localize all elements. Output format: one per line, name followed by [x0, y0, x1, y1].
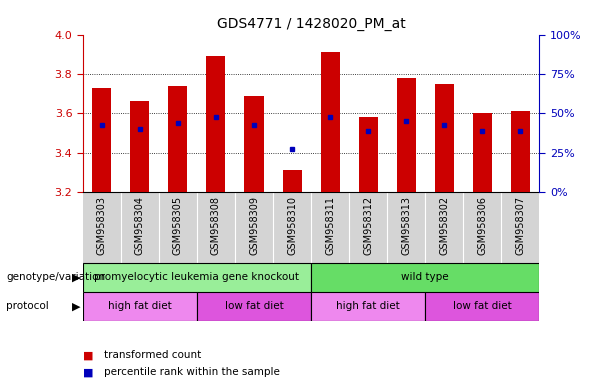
Bar [169, 86, 188, 192]
Bar [93, 88, 112, 192]
Text: GSM958305: GSM958305 [173, 195, 183, 255]
Bar [197, 292, 311, 321]
Bar [207, 56, 226, 192]
Bar [283, 170, 302, 192]
Text: GSM958312: GSM958312 [363, 195, 373, 255]
Text: GSM958309: GSM958309 [249, 195, 259, 255]
Text: high fat diet: high fat diet [108, 301, 172, 311]
Bar [311, 263, 539, 292]
Text: GSM958310: GSM958310 [287, 195, 297, 255]
Bar [245, 96, 264, 192]
Text: GSM958303: GSM958303 [97, 195, 107, 255]
Bar [83, 263, 311, 292]
Text: ▶: ▶ [72, 272, 81, 283]
Bar [83, 292, 197, 321]
Text: GSM958308: GSM958308 [211, 195, 221, 255]
Text: GSM958302: GSM958302 [440, 195, 449, 255]
Bar [425, 292, 539, 321]
Text: low fat diet: low fat diet [453, 301, 512, 311]
Text: ■: ■ [83, 350, 93, 360]
Text: wild type: wild type [402, 272, 449, 283]
Text: GSM958306: GSM958306 [478, 195, 487, 255]
Bar [511, 111, 530, 192]
Title: GDS4771 / 1428020_PM_at: GDS4771 / 1428020_PM_at [217, 17, 405, 31]
Bar [311, 292, 425, 321]
Text: GSM958304: GSM958304 [135, 195, 145, 255]
Bar [131, 101, 150, 192]
Text: transformed count: transformed count [104, 350, 202, 360]
Text: ▶: ▶ [72, 301, 81, 311]
Text: ■: ■ [83, 367, 93, 377]
Text: GSM958311: GSM958311 [325, 195, 335, 255]
Text: genotype/variation: genotype/variation [6, 272, 105, 283]
Text: GSM958307: GSM958307 [516, 195, 525, 255]
Bar [359, 117, 378, 192]
Bar [397, 78, 416, 192]
Bar [321, 52, 340, 192]
Text: GSM958313: GSM958313 [402, 195, 411, 255]
Bar [473, 113, 492, 192]
Text: protocol: protocol [6, 301, 49, 311]
Bar [435, 84, 454, 192]
Text: low fat diet: low fat diet [224, 301, 283, 311]
Text: percentile rank within the sample: percentile rank within the sample [104, 367, 280, 377]
Text: high fat diet: high fat diet [337, 301, 400, 311]
Text: promyelocytic leukemia gene knockout: promyelocytic leukemia gene knockout [94, 272, 299, 283]
